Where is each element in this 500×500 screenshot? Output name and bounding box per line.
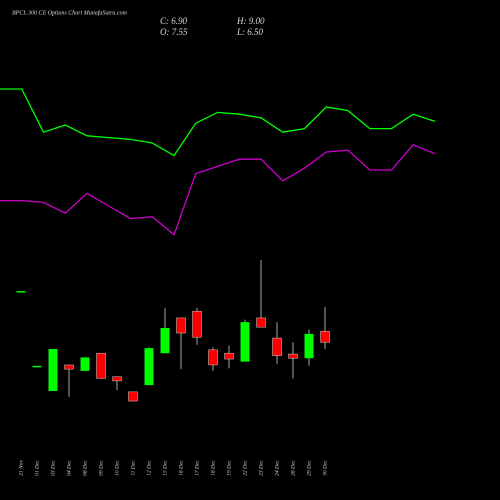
candle-body [48,349,58,391]
candle-body [208,349,218,366]
x-tick-label: 08 Dec [82,460,88,476]
candle-body [32,365,42,368]
x-tick-label: 03 Dec [50,460,56,476]
candle-body [240,322,250,362]
candle-body [144,348,154,386]
candle-body [96,352,106,379]
high-info: H: 9.00 [236,16,265,26]
x-tick-label: 18 Dec [210,460,216,476]
x-tick-label: 26 Dec [290,460,296,476]
indicator-line [0,88,436,157]
x-tick-label: 19 Dec [226,460,232,476]
candle-body [128,391,138,402]
candle-body [16,291,26,293]
candle-body [176,317,186,334]
x-tick-label: 22 Dec [242,460,248,476]
indicator-line [0,144,436,236]
x-tick-label: 04 Dec [65,460,72,476]
candle-body [160,328,170,354]
x-tick-label: 30 Dec [322,460,328,477]
x-tick-label: 21 Nov [18,460,24,476]
open-info: O: 7.55 [160,27,188,37]
x-tick-label: 01 Dec [34,460,40,476]
x-tick-label: 15 Dec [162,460,168,476]
candle-body [320,331,330,343]
x-tick-label: 17 Dec [194,460,200,476]
close-info: C: 6.90 [160,16,188,26]
candle-body [112,376,122,382]
x-tick-label: 29 Dec [306,460,312,476]
candle-body [288,353,298,359]
x-tick-label: 24 Dec [273,460,280,476]
candle-body [304,333,314,359]
candle-body [224,352,234,360]
candle-body [64,364,74,370]
candle-body [272,337,282,356]
x-tick-label: 10 Dec [114,460,120,476]
chart-title: BPCL 300 CE Options Chart MunafaSutra.co… [12,9,128,16]
x-tick-label: 23 Dec [258,460,264,476]
candle-body [256,317,266,328]
x-tick-label: 11 Dec [130,460,136,476]
candle-body [192,310,202,338]
low-info: L: 6.50 [236,27,264,37]
x-tick-label: 16 Dec [178,460,184,476]
candle-body [80,357,90,371]
x-tick-label: 12 Dec [146,460,152,476]
x-tick-label: 09 Dec [98,460,104,476]
